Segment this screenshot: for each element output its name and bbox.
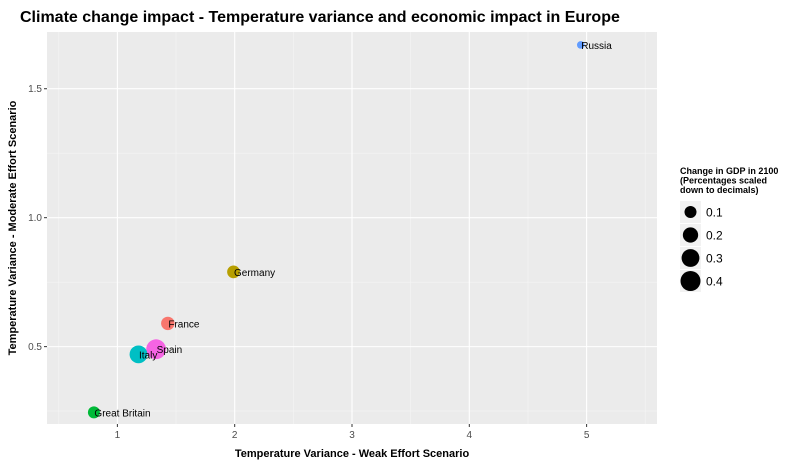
legend-key-dot <box>680 271 701 291</box>
x-tick-label: 5 <box>584 430 590 441</box>
data-point <box>129 345 148 364</box>
legend-label: 0.1 <box>706 206 723 220</box>
size-legend: Change in GDP in 2100(Percentages scaled… <box>680 166 778 292</box>
y-tick-label: 1.5 <box>28 84 42 95</box>
chart-title: Climate change impact - Temperature vari… <box>20 9 620 26</box>
point-label: Spain <box>157 345 183 356</box>
data-points <box>87 41 585 419</box>
x-tick-label: 3 <box>349 430 355 441</box>
data-point <box>146 339 166 360</box>
y-tick-label: 1.0 <box>28 213 42 224</box>
x-axis-title: Temperature Variance - Weak Effort Scena… <box>235 448 470 460</box>
legend-title-line: Change in GDP in 2100 <box>680 166 778 176</box>
x-tick-label: 2 <box>232 430 238 441</box>
legend-key-dot <box>684 206 697 218</box>
point-label: Italy <box>139 350 157 361</box>
legend-title-line: down to decimals) <box>680 185 759 195</box>
data-point <box>161 316 175 331</box>
legend-label: 0.3 <box>706 252 723 266</box>
data-point <box>576 41 585 49</box>
point-label: France <box>168 319 200 330</box>
axis-ticks: 1 2 3 4 5 0.5 1.0 1.5 <box>28 84 590 441</box>
point-label: Great Britain <box>94 408 150 419</box>
legend-key-dot <box>681 249 700 267</box>
legend-label: 0.4 <box>706 275 723 289</box>
legend-label: 0.2 <box>706 229 723 243</box>
x-tick-label: 1 <box>115 430 121 441</box>
data-point <box>87 406 100 419</box>
legend-key-dot <box>682 227 699 243</box>
legend-title-line: (Percentages scaled <box>680 176 767 186</box>
y-tick-label: 0.5 <box>28 342 42 353</box>
data-point <box>227 265 240 279</box>
x-tick-label: 4 <box>467 430 473 441</box>
grid-lines <box>47 32 657 424</box>
y-axis-title: Temperature Variance - Moderate Effort S… <box>7 100 19 355</box>
point-label: Germany <box>234 268 275 279</box>
point-label: Russia <box>581 41 612 52</box>
